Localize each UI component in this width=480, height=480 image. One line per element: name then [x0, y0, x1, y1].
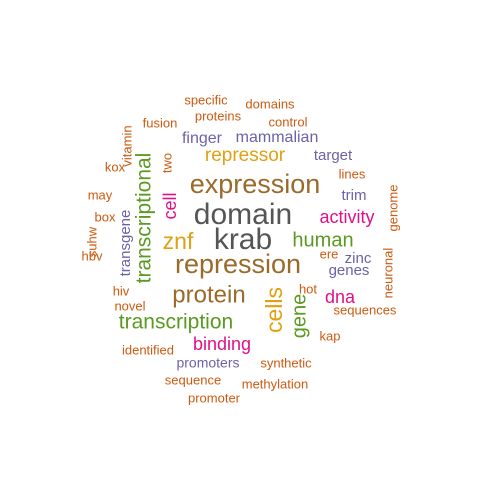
word-hbv: hbv: [82, 248, 103, 263]
word-domains: domains: [245, 96, 295, 111]
word-control: control: [268, 114, 307, 129]
word-hot: hot: [299, 281, 317, 296]
word-sequences: sequences: [334, 302, 397, 317]
word-novel: novel: [114, 298, 145, 313]
word-methylation: methylation: [242, 376, 308, 391]
word-may: may: [88, 187, 113, 202]
word-protein: protein: [172, 281, 245, 308]
word-genome: genome: [385, 185, 400, 232]
word-ere: ere: [320, 246, 339, 261]
word-activity: activity: [319, 207, 374, 227]
word-vitamin: vitamin: [119, 125, 134, 166]
word-promoters: promoters: [176, 355, 239, 371]
word-znf: znf: [163, 228, 194, 254]
word-mammalian: mammalian: [236, 129, 319, 146]
word-domain: domain: [194, 198, 292, 231]
word-neuronal: neuronal: [380, 248, 395, 299]
word-krab: krab: [214, 223, 272, 256]
word-identified: identified: [122, 342, 174, 357]
word-specific: specific: [184, 92, 228, 107]
word-expression: expression: [190, 169, 321, 199]
word-transgene: transgene: [117, 210, 134, 277]
word-repression: repression: [175, 249, 301, 279]
word-transcription: transcription: [119, 311, 233, 334]
word-fusion: fusion: [143, 115, 178, 130]
word-kap: kap: [320, 328, 341, 343]
word-trim: trim: [342, 187, 367, 204]
word-repressor: repressor: [205, 145, 286, 166]
word-box: box: [95, 209, 116, 224]
word-gene: gene: [288, 294, 310, 339]
word-kox: kox: [105, 159, 126, 174]
word-human: human: [292, 229, 353, 251]
word-zinc: zinc: [345, 250, 372, 267]
word-promoter: promoter: [188, 390, 241, 405]
word-finger: finger: [182, 130, 223, 147]
word-cell: cell: [160, 192, 180, 219]
word-hiv: hiv: [113, 283, 130, 298]
word-genes: genes: [329, 262, 370, 279]
word-synthetic: synthetic: [260, 355, 312, 370]
word-two: two: [159, 153, 174, 173]
word-lines: lines: [339, 166, 366, 181]
word-sequence: sequence: [165, 372, 221, 387]
word-binding: binding: [193, 334, 251, 354]
word-transcriptional: transcriptional: [133, 153, 156, 284]
word-proteins: proteins: [195, 108, 242, 123]
word-cells: cells: [261, 287, 287, 333]
word-dna: dna: [325, 287, 356, 307]
word-suhw: suhw: [84, 226, 99, 257]
word-target: target: [314, 147, 353, 164]
